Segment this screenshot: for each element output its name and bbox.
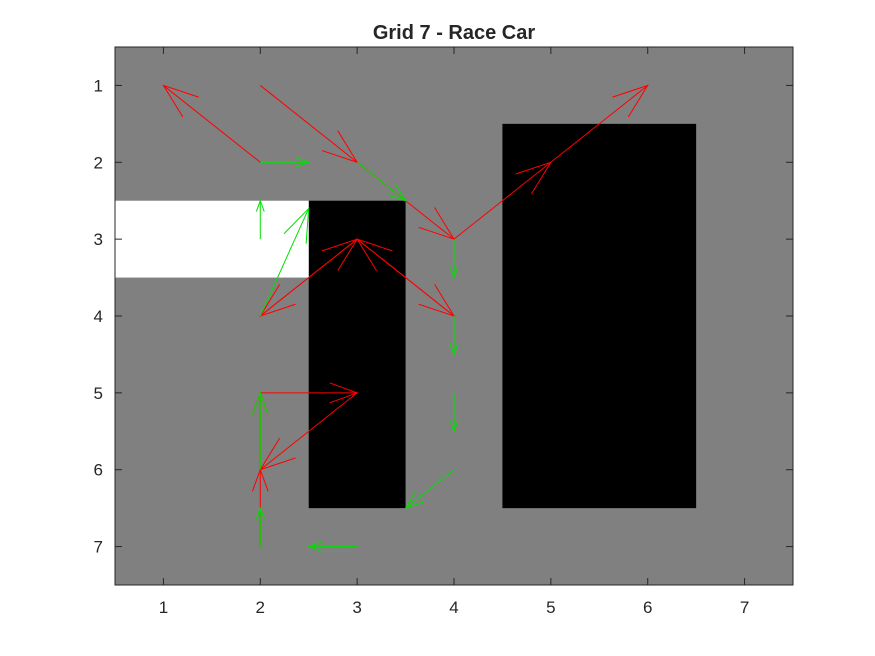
arrow-head	[612, 84, 649, 118]
arrow-head	[255, 506, 265, 520]
arrow-head	[255, 199, 265, 212]
arrow-head	[294, 156, 311, 168]
x-tick-label: 7	[740, 598, 749, 617]
y-tick-label: 3	[94, 230, 103, 249]
arrow-head	[449, 343, 459, 356]
arrow	[449, 239, 459, 280]
arrow	[356, 161, 407, 202]
x-tick-label: 5	[546, 598, 555, 617]
arrow-shaft	[356, 238, 455, 317]
arrow-head	[449, 420, 459, 433]
plot-overlay: 1 2 3 4 5 6 7 1 2 3 4 5 6 7	[94, 46, 794, 617]
y-tick-label: 2	[94, 153, 103, 172]
arrow-head	[329, 382, 359, 404]
arrow	[355, 238, 455, 317]
plot-area	[115, 47, 793, 585]
arrow-head	[307, 541, 323, 553]
arrow	[404, 469, 455, 510]
arrow-head	[404, 492, 424, 510]
arrow	[251, 391, 269, 470]
arrow-head	[387, 184, 407, 202]
arrow	[260, 382, 359, 404]
arrow-head	[355, 238, 393, 272]
arrow-head	[515, 161, 553, 195]
wall-block-2	[502, 123, 697, 509]
arrow-shaft	[356, 161, 406, 202]
arrow-head	[251, 391, 269, 415]
y-tick-label: 1	[94, 76, 103, 95]
arrow-shaft	[259, 208, 310, 317]
arrow	[453, 161, 553, 240]
start-cell-1	[115, 200, 309, 278]
arrow	[255, 506, 265, 547]
wall-block-1	[308, 200, 406, 509]
y-tick-label: 4	[94, 307, 103, 326]
arrow-shaft	[453, 161, 552, 240]
arrow-head	[283, 207, 310, 244]
y-tick-label: 7	[94, 538, 103, 557]
arrow-head	[449, 266, 459, 280]
arrow	[449, 392, 459, 433]
arrow	[162, 84, 261, 163]
arrow	[260, 156, 311, 168]
y-tick-label: 6	[94, 461, 103, 480]
chart-title: Grid 7 - Race Car	[373, 22, 536, 44]
arrow-series-2	[251, 156, 459, 553]
arrow-shaft	[550, 85, 649, 163]
arrow	[255, 199, 265, 240]
arrow-shaft	[259, 392, 358, 471]
arrow-shaft	[259, 238, 358, 317]
arrow-head	[162, 84, 199, 118]
arrow-shaft	[163, 85, 261, 163]
x-tick-label: 2	[256, 598, 265, 617]
arrow-shaft	[405, 469, 455, 509]
arrow	[550, 84, 649, 163]
x-tick-label: 6	[643, 598, 652, 617]
arrow	[307, 541, 358, 553]
x-tick-label: 3	[352, 598, 361, 617]
x-tick-label: 1	[159, 598, 168, 617]
arrow-shaft	[259, 85, 358, 163]
arrow	[449, 316, 459, 356]
arrow	[259, 207, 310, 317]
x-tick-label: 4	[449, 598, 458, 617]
y-tick-label: 5	[94, 384, 103, 403]
